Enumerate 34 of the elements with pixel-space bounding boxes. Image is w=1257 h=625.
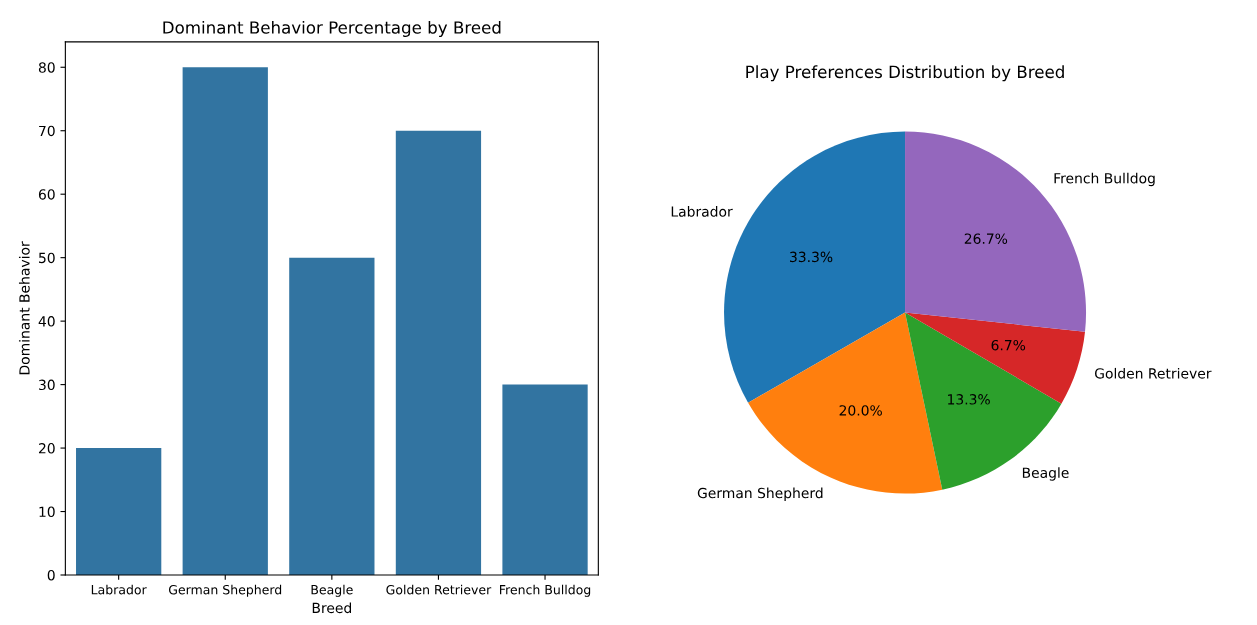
y-tick-label: 30: [39, 379, 55, 391]
y-tick-label: 60: [38, 189, 55, 200]
data-label: 20.0%: [839, 405, 882, 416]
slice-label: German Shepherd: [697, 487, 823, 501]
y-tick-label: 50: [39, 252, 55, 264]
y-tick-label: 80: [38, 62, 55, 73]
x-tick-label: German Shepherd: [168, 584, 282, 597]
x-tick-label: French Bulldog: [500, 584, 591, 597]
y-tick-label: 40: [38, 316, 55, 327]
bar: [502, 384, 588, 575]
y-axis-title: Dominant Behavior: [18, 241, 30, 375]
x-axis-title: Breed: [312, 602, 351, 614]
y-tick-label: 0: [47, 569, 55, 581]
data-label: 33.3%: [790, 251, 833, 263]
x-tick-label: Golden Retriever: [386, 584, 492, 595]
slice-label: Golden Retriever: [1094, 367, 1212, 379]
y-tick-label: 20: [38, 443, 55, 454]
y-tick-label: 10: [39, 506, 55, 518]
pie-slice: [905, 312, 1086, 404]
slice-label: Labrador: [671, 206, 733, 217]
bar: [182, 67, 268, 575]
data-label: 6.7%: [991, 339, 1026, 351]
data-label: 26.7%: [964, 233, 1008, 244]
bar: [76, 448, 162, 575]
slice-label: Beagle: [1022, 467, 1069, 481]
bar: [289, 257, 375, 575]
chart-title: Play Preferences Distribution by Breed: [746, 65, 1064, 82]
data-label: 13.3%: [948, 394, 990, 405]
slice-label: French Bulldog: [1054, 172, 1155, 187]
x-tick-label: Labrador: [91, 584, 147, 595]
x-tick-label: Beagle: [311, 584, 353, 597]
bar: [395, 130, 482, 575]
chart-title: Dominant Behavior Percentage by Breed: [163, 20, 501, 38]
y-tick-label: 70: [39, 125, 55, 137]
